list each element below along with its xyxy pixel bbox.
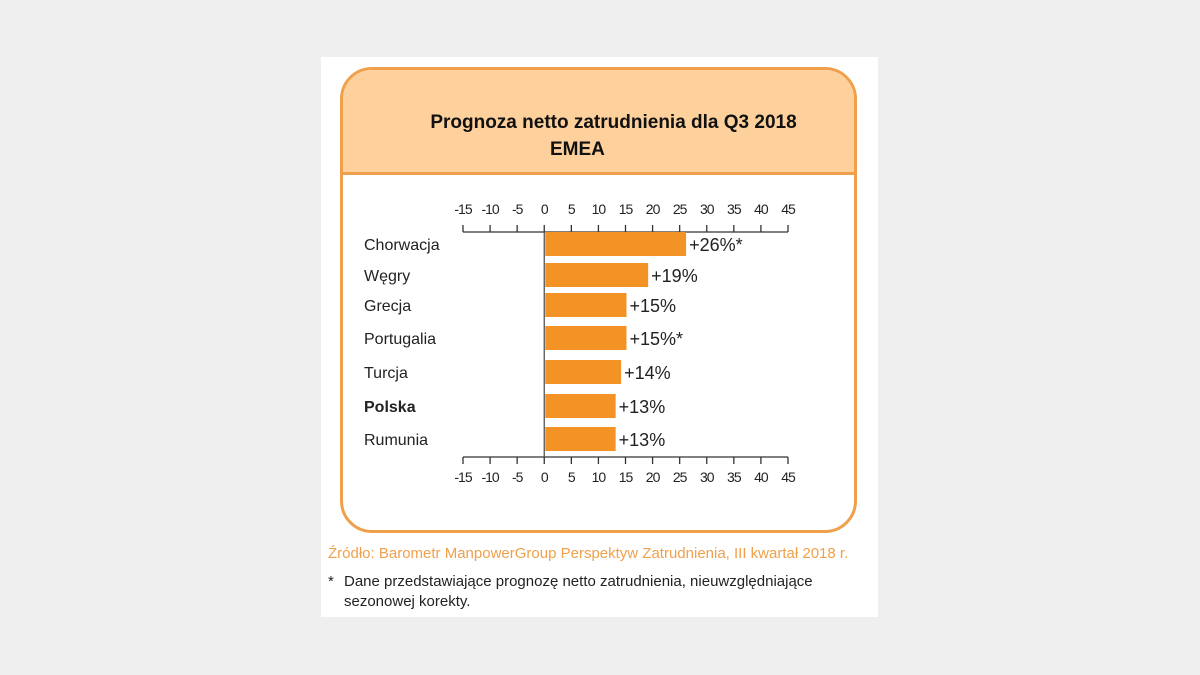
- data-label: +13%: [619, 397, 666, 417]
- category-label: Turcja: [364, 365, 408, 382]
- bar: [545, 360, 622, 384]
- category-label: Grecja: [364, 298, 411, 315]
- bar: [545, 394, 616, 418]
- top-tick-label: 40: [754, 201, 769, 217]
- top-tick-label: 0: [541, 201, 549, 217]
- footnote: * Dane przedstawiające prognozę netto za…: [328, 572, 864, 612]
- top-tick-label: 10: [592, 201, 607, 217]
- bottom-tick-label: -5: [512, 469, 524, 485]
- bottom-tick-label: 10: [592, 469, 607, 485]
- data-label: +26%*: [689, 235, 743, 255]
- source-note: Źródło: Barometr ManpowerGroup Perspekty…: [328, 545, 849, 562]
- data-label: +13%: [619, 430, 666, 450]
- chart-subtitle: EMEA: [550, 139, 605, 160]
- top-tick-label: 30: [700, 201, 715, 217]
- top-tick-label: 45: [781, 201, 796, 217]
- bottom-tick-label: 40: [754, 469, 769, 485]
- bottom-tick-label: -10: [481, 469, 499, 485]
- bottom-tick-label: 35: [727, 469, 742, 485]
- top-tick-label: 20: [646, 201, 661, 217]
- bar: [545, 293, 627, 317]
- top-tick-label: -10: [481, 201, 499, 217]
- category-label: Chorwacja: [364, 237, 440, 254]
- footnote-marker: *: [328, 573, 334, 590]
- bar: [545, 232, 687, 256]
- top-tick-label: -5: [512, 201, 524, 217]
- bottom-tick-label: 20: [646, 469, 661, 485]
- bottom-tick-label: 45: [781, 469, 796, 485]
- category-label: Rumunia: [364, 432, 428, 449]
- bottom-tick-label: 5: [568, 469, 576, 485]
- data-label: +19%: [651, 266, 698, 286]
- bottom-tick-label: 30: [700, 469, 715, 485]
- chart-header: Prognoza netto zatrudnienia dla Q3 2018 …: [343, 70, 854, 175]
- data-label: +14%: [624, 363, 671, 383]
- category-label: Polska: [364, 399, 416, 416]
- bar: [545, 263, 649, 287]
- chart-title: Prognoza netto zatrudnienia dla Q3 2018: [430, 112, 797, 133]
- data-label: +15%: [630, 296, 677, 316]
- footnote-text: Dane przedstawiające prognozę netto zatr…: [344, 573, 813, 610]
- top-tick-label: 35: [727, 201, 742, 217]
- category-label: Portugalia: [364, 331, 436, 348]
- top-tick-label: 25: [673, 201, 688, 217]
- bar: [545, 326, 627, 350]
- top-tick-label: -15: [454, 201, 472, 217]
- bar: [545, 427, 616, 451]
- top-tick-label: 15: [619, 201, 634, 217]
- bottom-tick-label: -15: [454, 469, 472, 485]
- bottom-tick-label: 0: [541, 469, 549, 485]
- bottom-tick-label: 15: [619, 469, 634, 485]
- top-tick-label: 5: [568, 201, 576, 217]
- category-label: Węgry: [364, 268, 410, 285]
- data-label: +15%*: [630, 329, 684, 349]
- bottom-tick-label: 25: [673, 469, 688, 485]
